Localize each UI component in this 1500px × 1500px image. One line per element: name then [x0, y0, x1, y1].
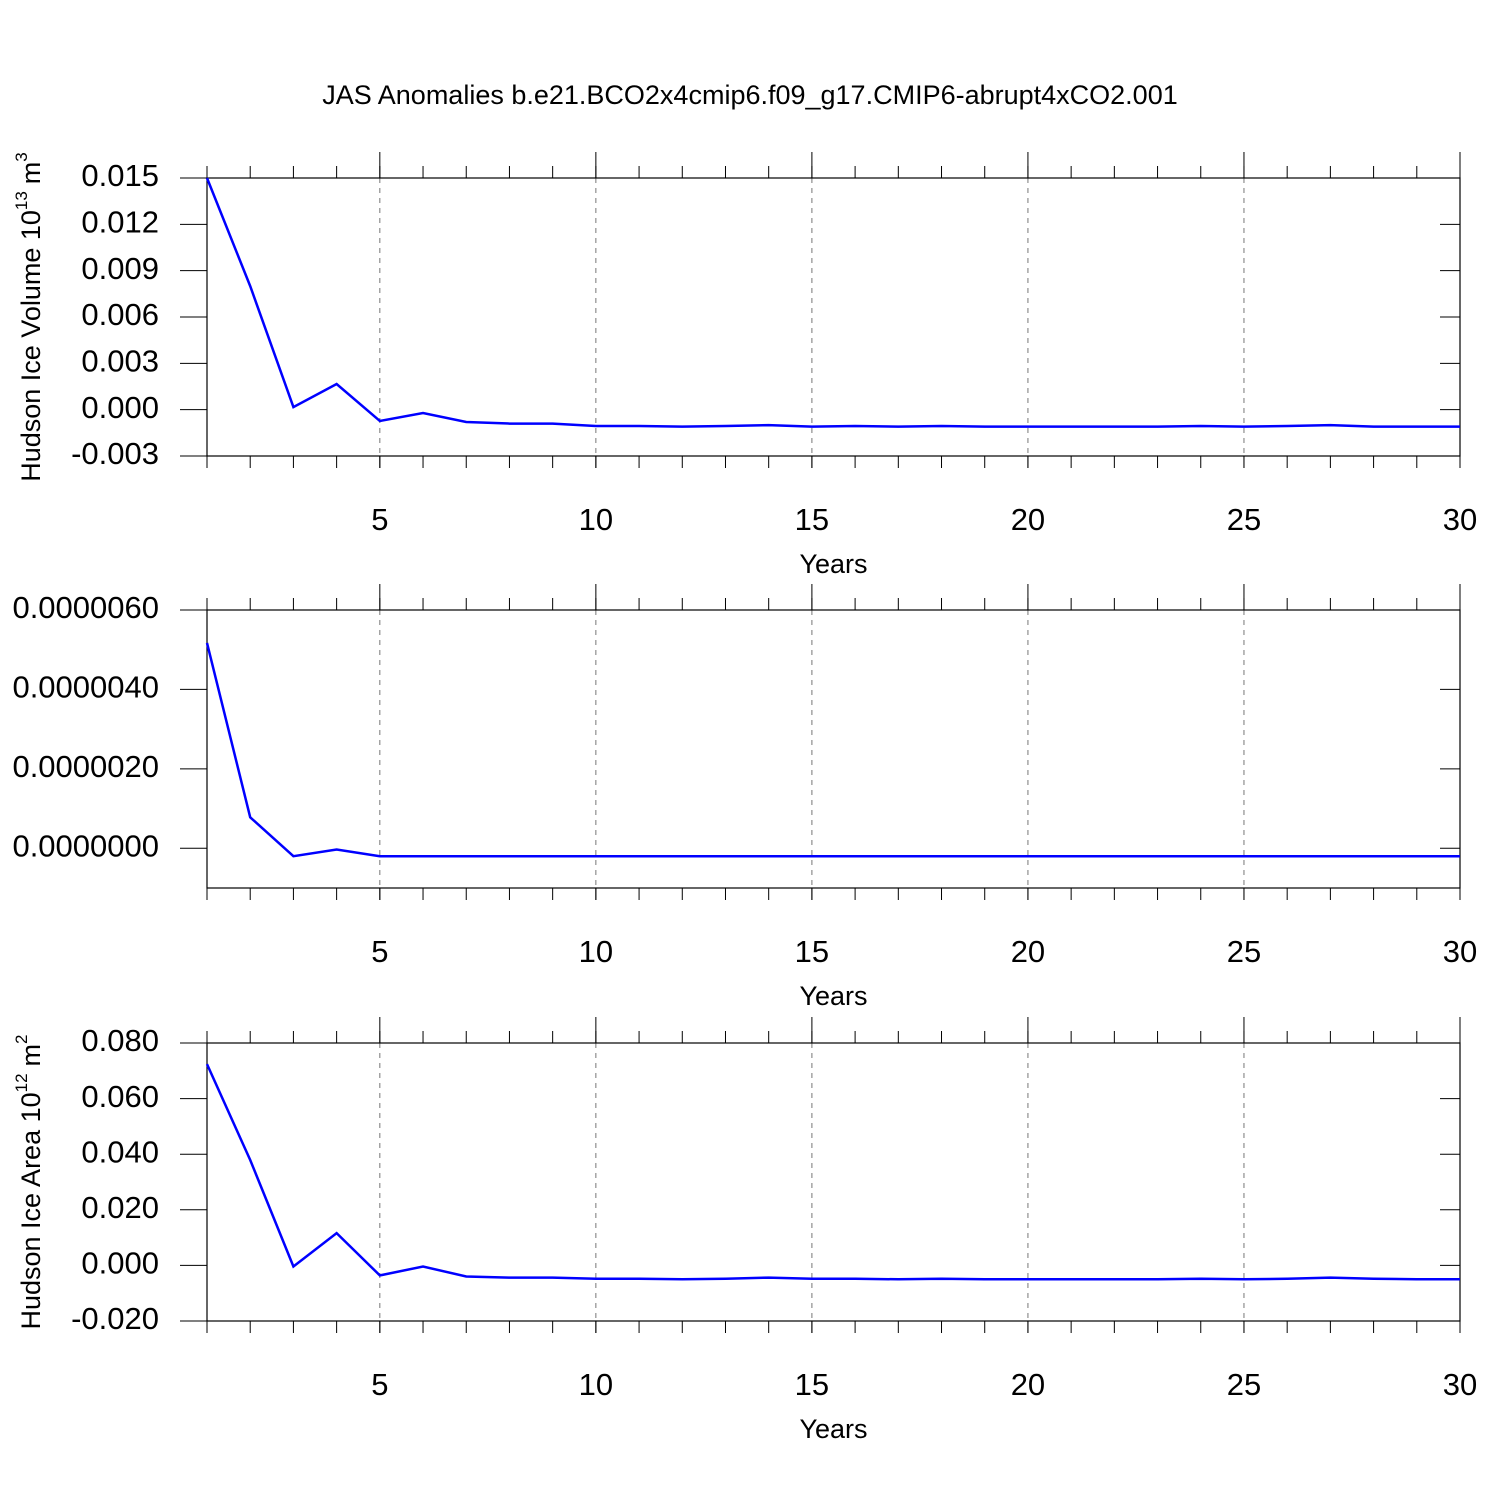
y-axis-label-text: Hudson Ice Volume 10	[16, 210, 46, 482]
x-tick-label: 5	[371, 502, 388, 537]
x-tick-label: 25	[1227, 502, 1261, 537]
x-tick-label: 10	[579, 502, 613, 537]
y-axis-label: Hudson Ice Area 1012 m2	[12, 1034, 46, 1329]
plot-frame	[206, 609, 1461, 889]
y-tick-label: 0.003	[81, 344, 159, 379]
y-tick-label: 0.000	[81, 390, 159, 425]
x-axis-label: Years	[799, 1414, 867, 1444]
y-tick-label: 0.0000000	[12, 828, 159, 863]
x-tick-label: 5	[371, 934, 388, 969]
y-tick-label: 0.040	[81, 1134, 159, 1169]
x-tick-label: 25	[1227, 1367, 1261, 1402]
plot-frame	[206, 177, 1461, 457]
y-axis-label-exponent: 13	[12, 191, 31, 210]
x-tick-label: 15	[795, 1367, 829, 1402]
x-tick-label: 20	[1011, 502, 1045, 537]
x-tick-label: 20	[1011, 1367, 1045, 1402]
x-tick-label: 20	[1011, 934, 1045, 969]
y-tick-label: 0.015	[81, 158, 159, 193]
y-tick-label: -0.003	[71, 436, 159, 471]
y-tick-label: 0.012	[81, 205, 159, 240]
chart-title: JAS Anomalies b.e21.BCO2x4cmip6.f09_g17.…	[322, 80, 1177, 110]
y-axis-label-unit-exponent: 2	[12, 1034, 31, 1043]
y-tick-label: 0.000	[81, 1246, 159, 1281]
x-axis-label: Years	[799, 981, 867, 1011]
y-axis-label-unit-exponent: 3	[12, 152, 31, 161]
y-axis-label-text: Hudson Ice Area 10	[16, 1092, 46, 1329]
plot-frame	[206, 1042, 1461, 1322]
y-tick-label: 0.0000060	[12, 590, 159, 625]
data-line	[205, 177, 1460, 428]
y-tick-label: 0.009	[81, 251, 159, 286]
y-axis-label-exponent: 12	[12, 1073, 31, 1092]
y-tick-label: 0.060	[81, 1079, 159, 1114]
y-tick-label: -0.020	[71, 1301, 159, 1336]
y-axis-label-unit: m	[16, 162, 46, 185]
x-tick-label: 5	[371, 1367, 388, 1402]
x-tick-label: 15	[795, 934, 829, 969]
y-tick-label: 0.0000040	[12, 670, 159, 705]
y-tick-label: 0.080	[81, 1023, 159, 1058]
x-tick-label: 30	[1443, 502, 1477, 537]
x-tick-label: 15	[795, 502, 829, 537]
x-tick-label: 10	[579, 1367, 613, 1402]
x-axis-label: Years	[799, 549, 867, 579]
y-axis-label: Hudson Ice Volume 1013 m3	[12, 152, 46, 482]
x-tick-label: 30	[1443, 1367, 1477, 1402]
x-tick-label: 25	[1227, 934, 1261, 969]
y-tick-label: 0.0000020	[12, 749, 159, 784]
data-line	[205, 642, 1460, 858]
y-tick-label: 0.006	[81, 297, 159, 332]
x-tick-label: 30	[1443, 934, 1477, 969]
x-tick-label: 10	[579, 934, 613, 969]
y-axis-label-unit: m	[16, 1044, 46, 1067]
y-tick-label: 0.020	[81, 1190, 159, 1225]
data-line	[205, 1063, 1460, 1281]
